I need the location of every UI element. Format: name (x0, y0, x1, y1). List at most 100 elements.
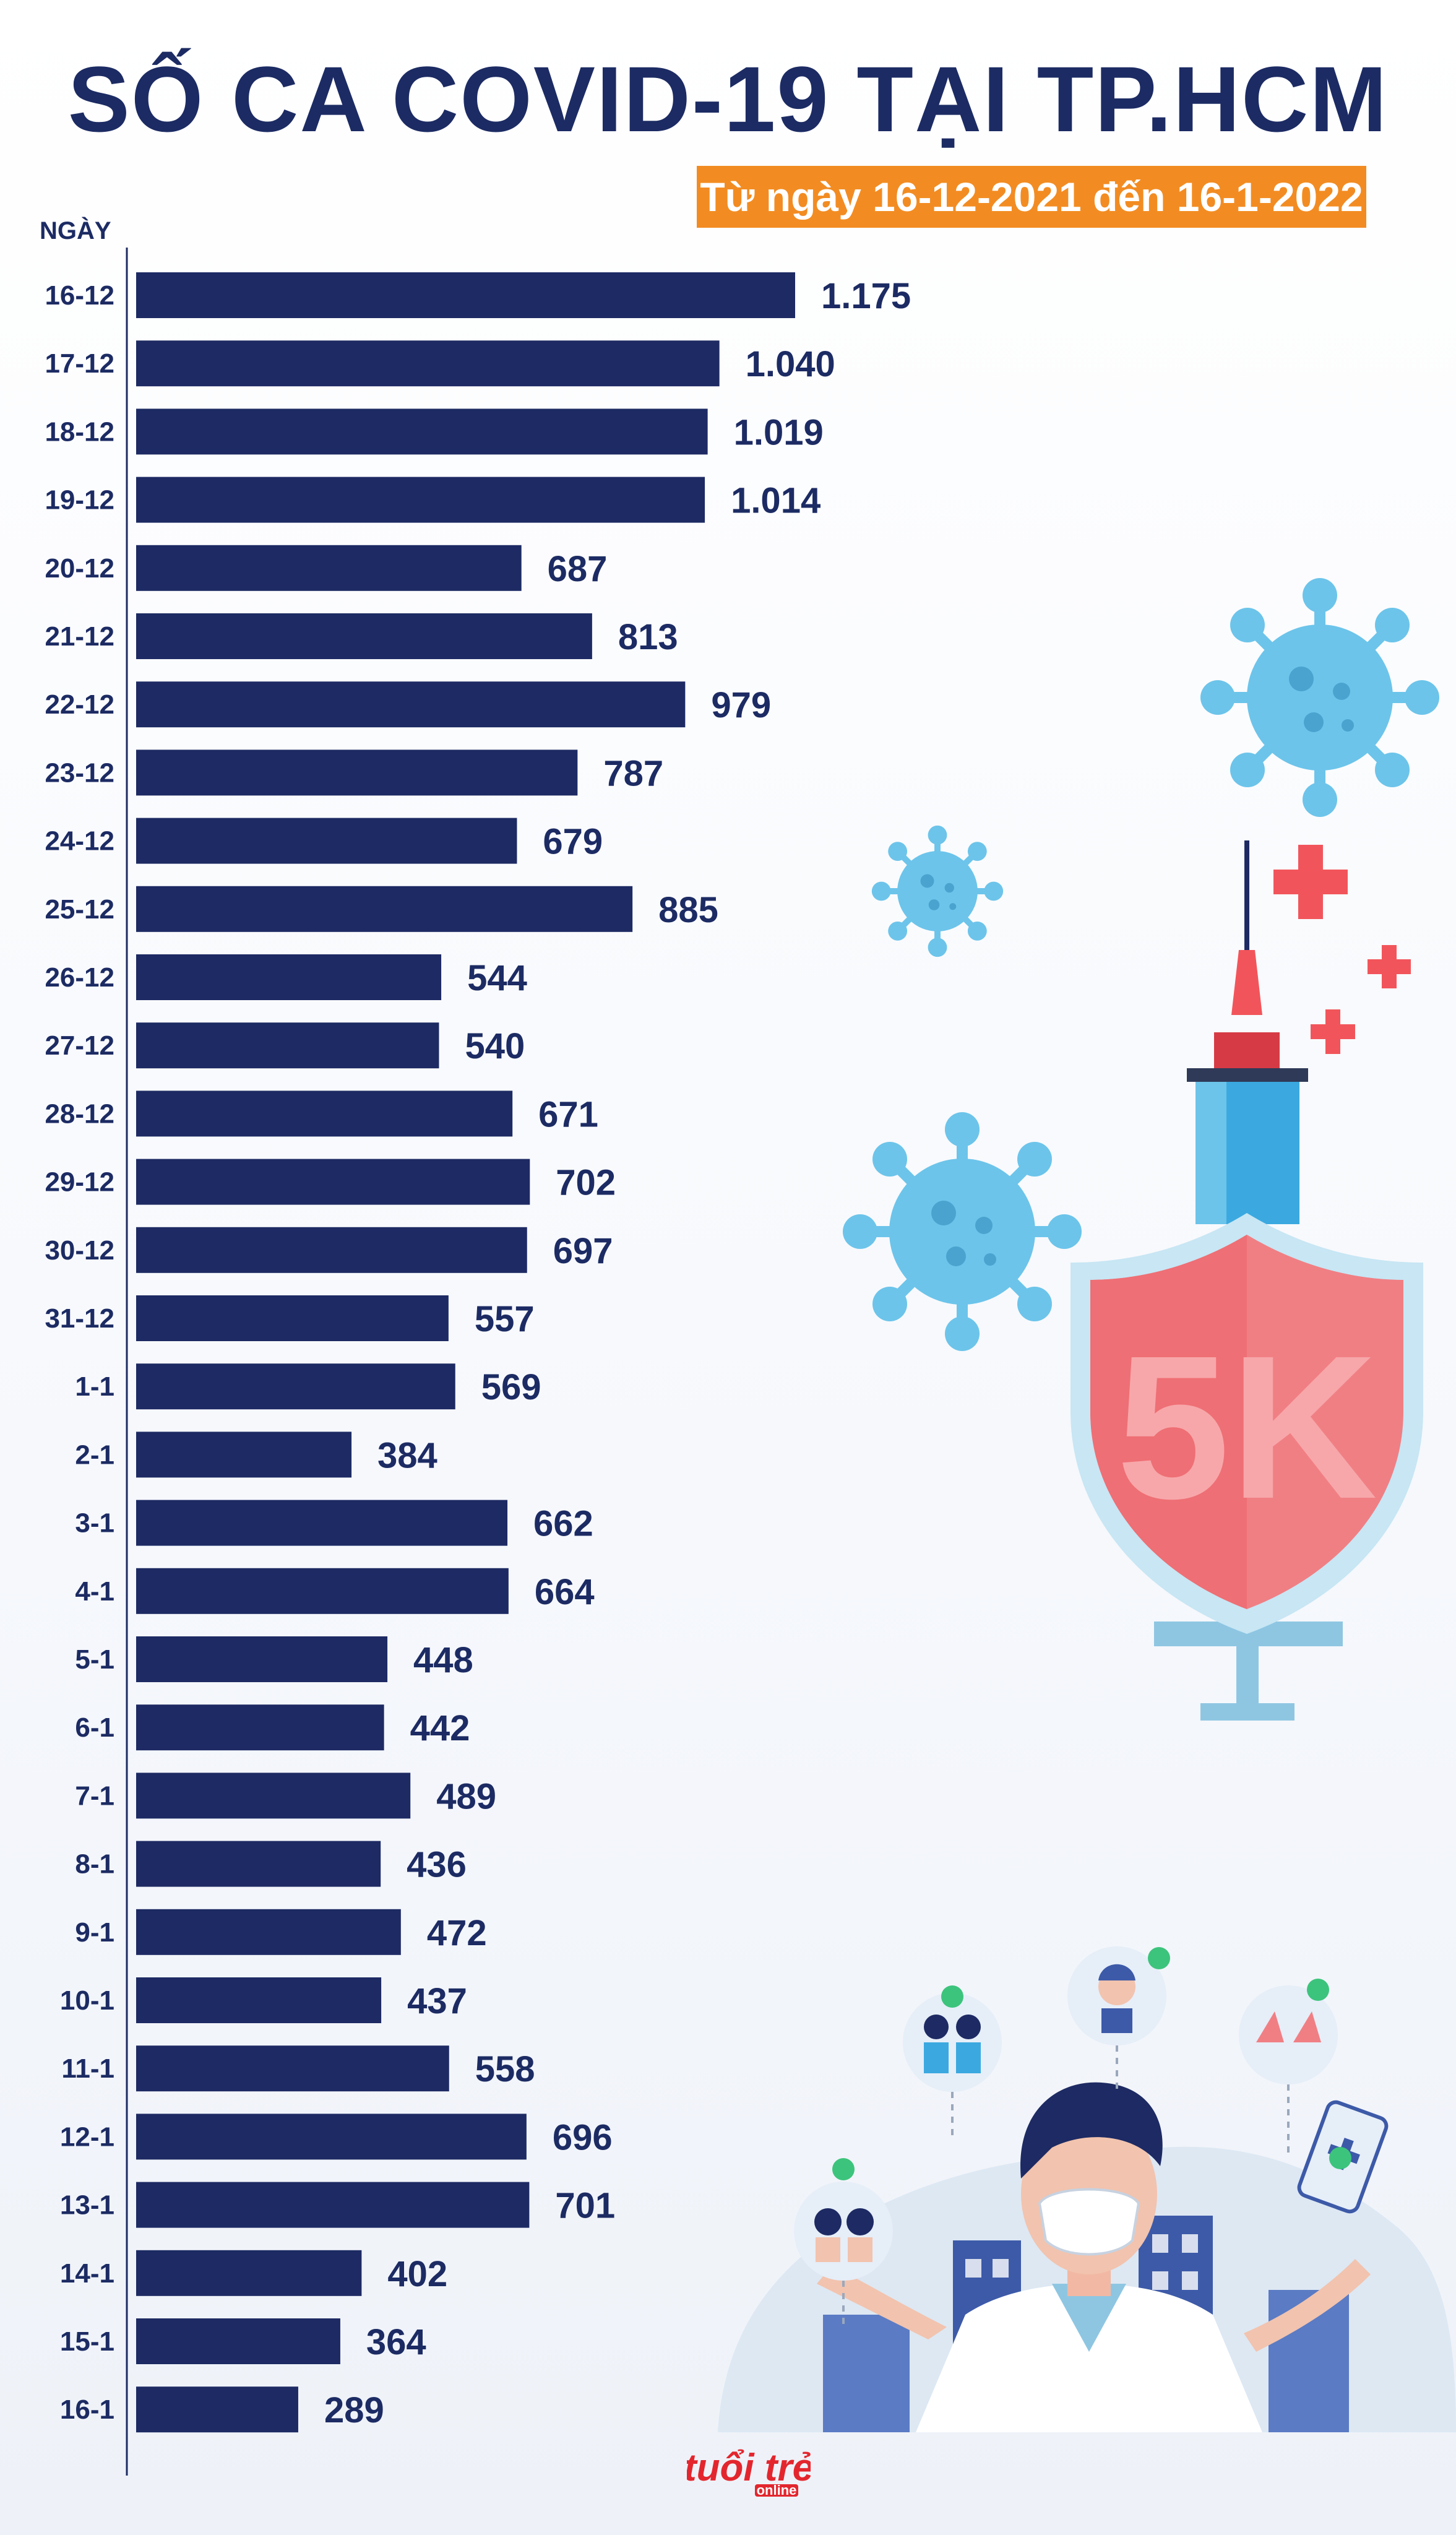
axis-title: NGÀY (40, 217, 111, 244)
category-label: 12-1 (60, 2122, 114, 2152)
bar (136, 408, 708, 455)
category-label: 28-12 (45, 1099, 114, 1129)
logo-text: tuổi trẻ (687, 2448, 811, 2489)
category-label: 1-1 (75, 1371, 114, 1402)
data-label: 569 (481, 1367, 541, 1407)
bar (136, 477, 705, 523)
bar (136, 613, 592, 659)
bar (136, 272, 795, 318)
data-label: 1.019 (734, 412, 824, 452)
data-label: 885 (658, 890, 718, 930)
bar (136, 2045, 449, 2092)
data-label: 687 (548, 549, 608, 589)
category-label: 7-1 (75, 1781, 114, 1811)
data-label: 662 (533, 1504, 593, 1544)
bar (136, 2250, 362, 2296)
bar (136, 1295, 449, 1341)
bar (136, 1909, 401, 1955)
data-label: 540 (465, 1026, 525, 1066)
bar (136, 1159, 530, 1205)
shield-text: 5K (1116, 1313, 1377, 1541)
category-label: 26-12 (45, 962, 114, 993)
doctor-scene (718, 1946, 1456, 2432)
bar (136, 1227, 527, 1273)
plus-icon (1273, 845, 1411, 1054)
bar (136, 818, 517, 864)
data-label: 697 (553, 1231, 613, 1271)
data-label: 979 (711, 685, 771, 725)
bar (136, 340, 720, 387)
category-label: 30-12 (45, 1235, 114, 1266)
category-label: 5-1 (75, 1644, 114, 1675)
category-label: 9-1 (75, 1917, 114, 1948)
bar (136, 1704, 384, 1751)
category-label: 10-1 (60, 1985, 114, 2016)
data-label: 787 (603, 753, 663, 793)
bar (136, 1432, 352, 1478)
category-label: 29-12 (45, 1167, 114, 1198)
bar (136, 1090, 513, 1137)
category-label: 15-1 (60, 2326, 114, 2357)
data-label: 813 (618, 617, 678, 657)
bar (136, 1500, 508, 1546)
category-label: 4-1 (75, 1576, 114, 1607)
data-label: 1.040 (746, 344, 835, 384)
data-label: 558 (475, 2049, 535, 2089)
data-label: 437 (407, 1981, 467, 2021)
category-label: 16-1 (60, 2395, 114, 2425)
data-label: 1.014 (731, 481, 821, 521)
bar (136, 2182, 530, 2228)
bar (136, 1841, 381, 1887)
data-label: 702 (556, 1163, 616, 1203)
bar (136, 2386, 298, 2433)
category-label: 3-1 (75, 1508, 114, 1539)
category-label: 22-12 (45, 689, 114, 720)
data-label: 472 (427, 1913, 487, 1953)
bar (136, 545, 522, 591)
category-label: 13-1 (60, 2190, 114, 2221)
category-label: 2-1 (75, 1440, 114, 1470)
bar (136, 1977, 382, 2023)
category-label: 20-12 (45, 553, 114, 584)
data-label: 1.175 (821, 276, 911, 316)
category-label: 8-1 (75, 1849, 114, 1880)
bar (136, 2114, 527, 2160)
mask-icon (1038, 2188, 1140, 2256)
category-label: 24-12 (45, 826, 114, 857)
bar (136, 749, 578, 796)
data-label: 664 (535, 1572, 595, 1612)
category-label: 23-12 (45, 758, 114, 788)
category-label: 21-12 (45, 621, 114, 652)
category-label: 31-12 (45, 1303, 114, 1334)
data-label: 436 (407, 1845, 467, 1885)
shield-icon: 5K (1070, 1213, 1423, 1634)
data-label: 289 (324, 2390, 384, 2430)
category-label: 17-12 (45, 348, 114, 379)
check-icon (832, 1947, 1351, 2180)
brand-logo: tuổi trẻ online (687, 2448, 811, 2498)
date-range-banner: Từ ngày 16-12-2021 đến 16-1-2022 (697, 166, 1366, 228)
bar (136, 1022, 439, 1069)
bar (136, 1363, 455, 1410)
category-label: 11-1 (61, 2053, 114, 2084)
bar (136, 886, 633, 932)
data-label: 701 (555, 2186, 615, 2226)
bar (136, 1568, 509, 1614)
category-label: 14-1 (60, 2258, 114, 2289)
page-title: SỐ CA COVID-19 TẠI TP.HCM (67, 47, 1389, 151)
data-label: 679 (543, 822, 603, 862)
data-label: 489 (436, 1776, 496, 1816)
handwash-icon (1239, 1985, 1338, 2084)
logo-sub: online (757, 2482, 797, 2498)
data-label: 544 (467, 958, 527, 998)
data-label: 384 (377, 1435, 437, 1475)
bar (136, 1636, 388, 1682)
data-label: 671 (538, 1094, 598, 1134)
data-label: 402 (387, 2254, 447, 2294)
category-label: 19-12 (45, 485, 114, 516)
data-label: 364 (366, 2322, 426, 2362)
data-label: 442 (410, 1708, 470, 1748)
bar (136, 954, 442, 1000)
